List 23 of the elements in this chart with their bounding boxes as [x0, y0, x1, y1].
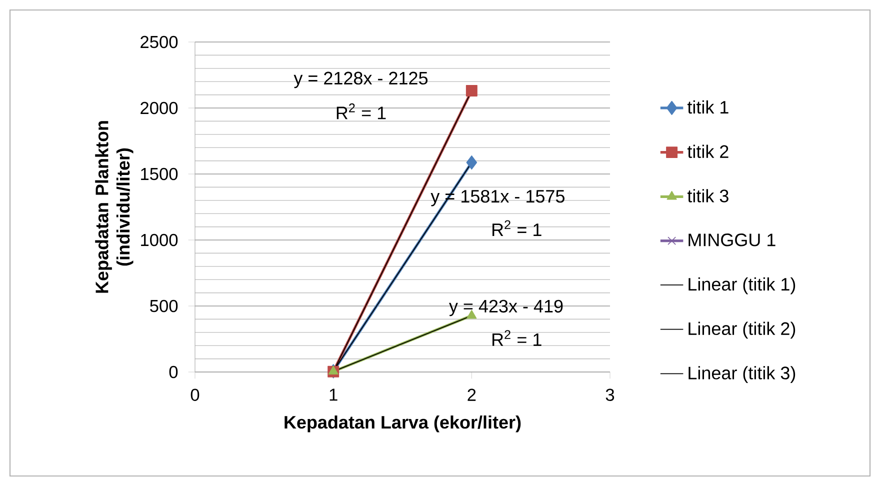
legend-label: titik 3	[687, 189, 728, 202]
x-tick-label: 3	[606, 388, 614, 401]
y-tick-label: 0	[169, 366, 178, 378]
legend-label: Linear (titik 3)	[688, 366, 796, 383]
legend-label: titik 1	[687, 100, 728, 114]
annotation: R$^{2}$ = 1	[336, 103, 386, 120]
y-tick-label: 1500	[141, 168, 178, 180]
x-tick-label: 0	[190, 388, 200, 401]
y-axis-title: Kepadatan Plankton (individu/liter)	[95, 121, 134, 293]
y-tick-label: 2000	[140, 102, 178, 114]
legend-label: MINGGU 1	[688, 234, 776, 246]
legend-label: Linear (titik 2)	[688, 322, 796, 339]
y-tick-label: 500	[150, 300, 178, 312]
x-tick-label: 2	[468, 388, 476, 401]
legend-label: titik 2	[687, 144, 728, 158]
y-tick-label: 1000	[141, 234, 178, 246]
annotation: R$^{2}$ = 1	[492, 220, 542, 236]
annotation: y = 2128x - 2125	[294, 72, 428, 88]
annotation: R$^{2}$ = 1	[492, 330, 542, 346]
x-tick-label: 1	[330, 388, 338, 401]
x-axis-title: Kepadatan Larva (ekor/liter)	[284, 415, 521, 432]
legend-label: Linear (titik 1)	[688, 277, 796, 294]
y-tick-label: 2500	[140, 36, 178, 48]
